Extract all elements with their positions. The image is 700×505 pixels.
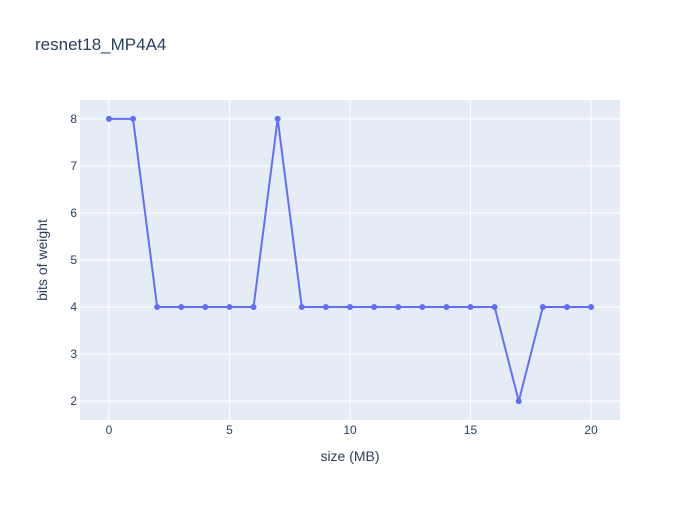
data-point[interactable] bbox=[371, 304, 378, 311]
chart-title: resnet18_MP4A4 bbox=[35, 35, 166, 54]
y-tick-label: 7 bbox=[70, 159, 77, 173]
data-point[interactable] bbox=[322, 304, 329, 311]
y-tick-label: 2 bbox=[70, 394, 77, 408]
tick-labels: 0 5 10 15 20 2 3 4 5 6 7 8 bbox=[70, 112, 598, 437]
data-point[interactable] bbox=[105, 115, 112, 122]
data-point[interactable] bbox=[202, 304, 209, 311]
data-point[interactable] bbox=[443, 304, 450, 311]
data-point[interactable] bbox=[395, 304, 402, 311]
data-point[interactable] bbox=[347, 304, 353, 311]
y-tick-label: 8 bbox=[70, 112, 77, 126]
y-tick-label: 6 bbox=[70, 206, 77, 220]
y-tick-label: 4 bbox=[70, 300, 77, 314]
y-axis-title: bits of weight bbox=[34, 219, 50, 301]
series-layer bbox=[105, 115, 595, 405]
data-point[interactable] bbox=[226, 304, 233, 311]
data-point[interactable] bbox=[250, 304, 257, 311]
data-point[interactable] bbox=[491, 304, 498, 311]
x-tick-label: 10 bbox=[343, 423, 357, 437]
y-tick-label: 5 bbox=[70, 253, 77, 267]
data-point[interactable] bbox=[563, 304, 570, 311]
data-point[interactable] bbox=[130, 115, 137, 122]
data-point[interactable] bbox=[539, 304, 546, 311]
data-point[interactable] bbox=[298, 304, 305, 311]
data-point[interactable] bbox=[154, 304, 161, 311]
x-tick-label: 15 bbox=[464, 423, 478, 437]
data-point[interactable] bbox=[588, 304, 595, 311]
data-point[interactable] bbox=[178, 304, 185, 311]
x-tick-label: 20 bbox=[584, 423, 598, 437]
x-tick-label: 5 bbox=[226, 423, 233, 437]
x-tick-label: 0 bbox=[106, 423, 113, 437]
data-point[interactable] bbox=[515, 398, 522, 405]
data-point[interactable] bbox=[467, 304, 474, 311]
data-point[interactable] bbox=[274, 115, 281, 122]
data-point[interactable] bbox=[419, 304, 426, 311]
x-axis-title: size (MB) bbox=[320, 448, 379, 464]
y-tick-label: 3 bbox=[70, 347, 77, 361]
